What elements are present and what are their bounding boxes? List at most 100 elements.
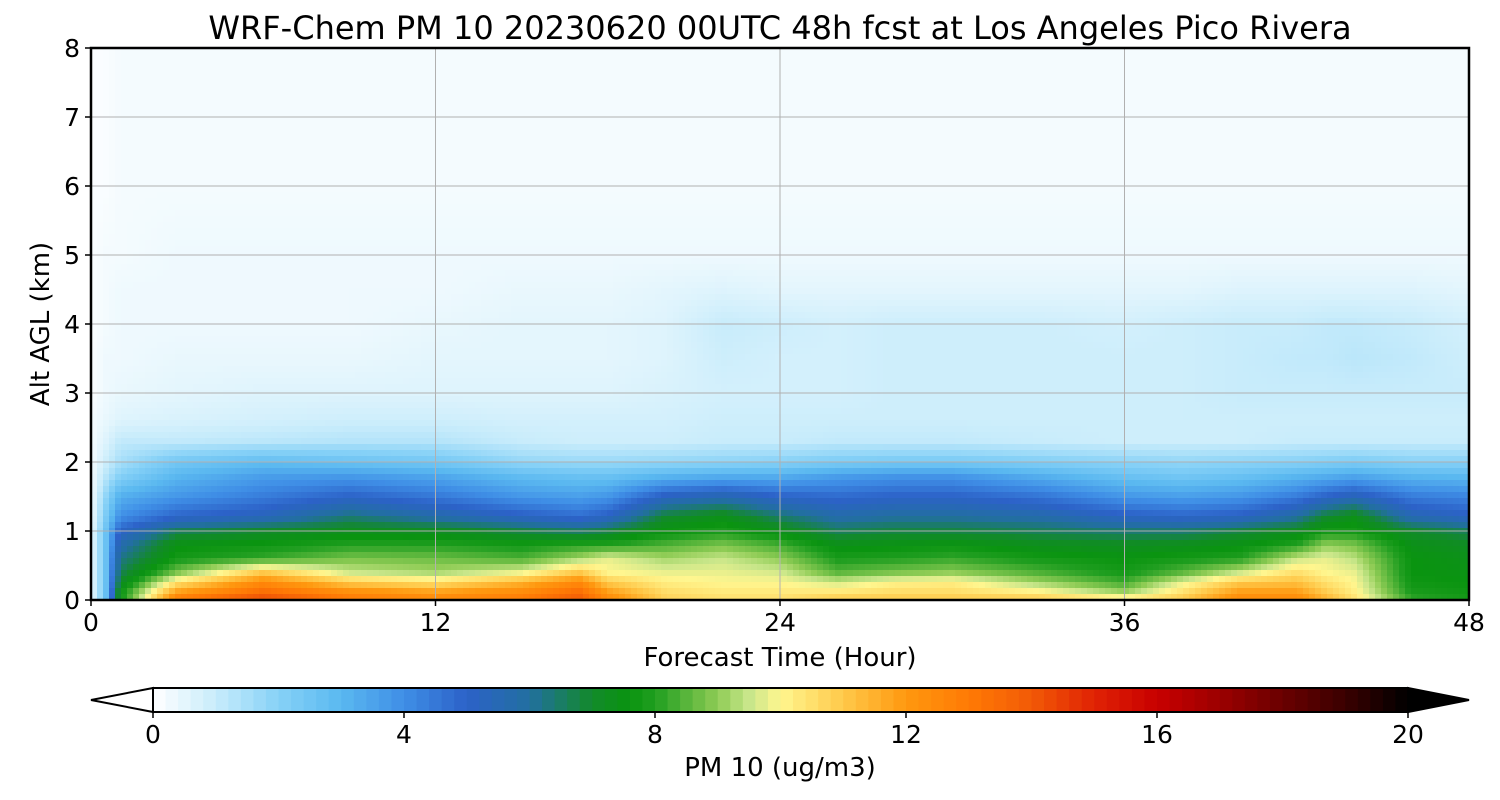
heatmap-cell: [361, 210, 368, 217]
heatmap-cell: [283, 330, 290, 337]
heatmap-cell: [103, 60, 110, 67]
heatmap-cell: [289, 198, 296, 205]
heatmap-cell: [331, 522, 338, 529]
heatmap-cell: [223, 468, 230, 475]
heatmap-cell: [385, 120, 392, 127]
heatmap-cell: [355, 54, 362, 61]
heatmap-cell: [325, 66, 332, 73]
heatmap-cell: [145, 582, 152, 589]
heatmap-cell: [403, 342, 410, 349]
heatmap-cell: [133, 186, 140, 193]
heatmap-cell: [319, 384, 326, 391]
heatmap-cell: [241, 378, 248, 385]
heatmap-cell: [283, 186, 290, 193]
heatmap-cell: [307, 306, 314, 313]
heatmap-cell: [403, 90, 410, 97]
heatmap-cell: [349, 282, 356, 289]
heatmap-cell: [349, 444, 356, 451]
heatmap-cell: [349, 414, 356, 421]
heatmap-cell: [289, 570, 296, 577]
heatmap-cell: [97, 330, 104, 337]
heatmap-cell: [127, 468, 134, 475]
heatmap-cell: [187, 480, 194, 487]
heatmap-cell: [169, 306, 176, 313]
heatmap-cell: [331, 486, 338, 493]
heatmap-cell: [253, 300, 260, 307]
heatmap-cell: [355, 282, 362, 289]
heatmap-cell: [163, 120, 170, 127]
heatmap-cell: [139, 420, 146, 427]
heatmap-cell: [391, 516, 398, 523]
heatmap-cell: [157, 108, 164, 115]
heatmap-cell: [193, 168, 200, 175]
heatmap-cell: [145, 576, 152, 583]
heatmap-cell: [139, 516, 146, 523]
heatmap-cell: [343, 366, 350, 373]
heatmap-cell: [115, 504, 122, 511]
heatmap-cell: [223, 348, 230, 355]
heatmap-cell: [151, 588, 158, 595]
heatmap-cell: [331, 462, 338, 469]
heatmap-cell: [301, 432, 308, 439]
heatmap-cell: [121, 72, 128, 79]
heatmap-cell: [253, 216, 260, 223]
heatmap-cell: [157, 552, 164, 559]
heatmap-cell: [247, 522, 254, 529]
heatmap-cell: [223, 96, 230, 103]
heatmap-cell: [331, 576, 338, 583]
heatmap-cell: [187, 588, 194, 595]
heatmap-cell: [253, 156, 260, 163]
heatmap-cell: [367, 570, 374, 577]
heatmap-cell: [109, 132, 116, 139]
heatmap-cell: [331, 150, 338, 157]
heatmap-cell: [169, 258, 176, 265]
heatmap-cell: [259, 258, 266, 265]
heatmap-cell: [343, 66, 350, 73]
heatmap-cell: [127, 174, 134, 181]
heatmap-cell: [349, 264, 356, 271]
heatmap-cell: [139, 432, 146, 439]
heatmap-cell: [199, 246, 206, 253]
heatmap-cell: [103, 516, 110, 523]
heatmap-cell: [367, 126, 374, 133]
heatmap-cell: [391, 228, 398, 235]
heatmap-cell: [307, 420, 314, 427]
heatmap-cell: [127, 492, 134, 499]
heatmap-cell: [355, 138, 362, 145]
heatmap-cell: [241, 228, 248, 235]
heatmap-cell: [397, 540, 404, 547]
heatmap-cell: [205, 510, 212, 517]
heatmap-cell: [247, 156, 254, 163]
heatmap-cell: [157, 72, 164, 79]
heatmap-cell: [271, 552, 278, 559]
heatmap-cell: [145, 270, 152, 277]
heatmap-cell: [211, 420, 218, 427]
heatmap-cell: [235, 72, 242, 79]
heatmap-cell: [253, 348, 260, 355]
heatmap-cell: [265, 300, 272, 307]
heatmap-cell: [397, 342, 404, 349]
heatmap-cell: [223, 546, 230, 553]
heatmap-cell: [331, 72, 338, 79]
heatmap-cell: [121, 510, 128, 517]
heatmap-cell: [211, 60, 218, 67]
heatmap-cell: [313, 258, 320, 265]
heatmap-cell: [103, 534, 110, 541]
heatmap-cell: [187, 384, 194, 391]
heatmap-cell: [121, 168, 128, 175]
heatmap-cell: [271, 498, 278, 505]
heatmap-cell: [115, 162, 122, 169]
heatmap-cell: [319, 570, 326, 577]
heatmap-cell: [367, 276, 374, 283]
heatmap-cell: [97, 240, 104, 247]
heatmap-cell: [325, 552, 332, 559]
heatmap-cell: [277, 126, 284, 133]
heatmap-cell: [229, 582, 236, 589]
heatmap-cell: [307, 576, 314, 583]
heatmap-cell: [241, 144, 248, 151]
heatmap-cell: [127, 132, 134, 139]
heatmap-cell: [289, 384, 296, 391]
heatmap-cell: [109, 540, 116, 547]
heatmap-cell: [103, 552, 110, 559]
heatmap-cell: [307, 240, 314, 247]
